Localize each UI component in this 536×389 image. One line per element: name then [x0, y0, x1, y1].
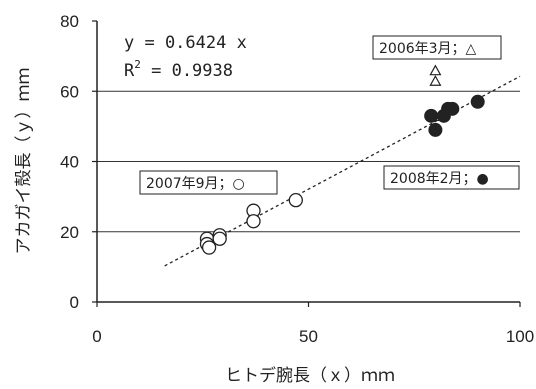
grid-lines [97, 90, 520, 233]
annotation-2008-label: 2008年2月；● [390, 171, 489, 187]
point-series0-6 [246, 214, 261, 229]
y-tick-label-80: 80 [60, 12, 79, 31]
axes [92, 20, 521, 307]
annotation-2008: 2008年2月；● [383, 165, 520, 190]
annotation-2007: 2007年9月；○ [139, 170, 278, 195]
y-tick-label-0: 0 [70, 293, 79, 312]
tick-labels: 0 20 40 60 80 0 50 100 [60, 12, 534, 346]
x-tick-label-100: 100 [506, 327, 534, 346]
point-series2-5 [470, 94, 485, 109]
point-series0-7 [288, 192, 303, 208]
point-series1-1 [429, 74, 442, 86]
annotation-2007-label: 2007年9月；○ [146, 176, 245, 192]
y-tick-label-20: 20 [60, 223, 79, 242]
y-tick-label-60: 60 [60, 82, 79, 101]
point-series2-4 [445, 101, 460, 116]
y-tick-label-40: 40 [60, 153, 79, 172]
point-series0-2 [201, 240, 217, 255]
x-tick-label-0: 0 [92, 327, 101, 346]
x-tick-label-50: 50 [299, 327, 318, 346]
equation-label: y = 0.6424 x [124, 33, 247, 53]
x-axis-title: ヒトデ腕長（ｘ）ｍｍ [225, 365, 395, 386]
data-points [199, 64, 485, 255]
annotation-2006-label: 2006年3月；△ [379, 41, 477, 57]
annotation-2006: 2006年3月；△ [372, 35, 502, 60]
point-series2-0 [424, 108, 439, 123]
y-axis-title: アカガイ殻長（ｙ）ｍｍ [14, 68, 34, 255]
r-squared-label: R2 = 0.9938 [124, 58, 233, 81]
point-series2-1 [428, 122, 443, 137]
point-series0-4 [212, 231, 227, 246]
point-series1-0 [429, 64, 442, 76]
